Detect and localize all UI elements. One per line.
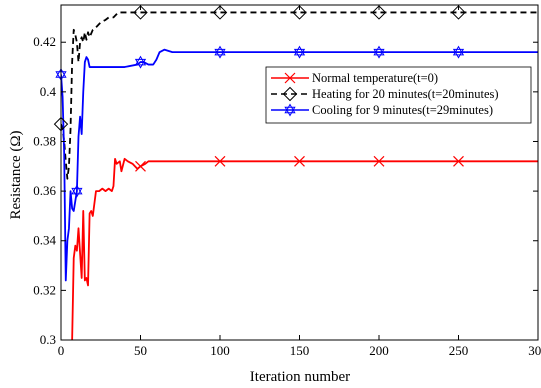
series-2-marker-3: [214, 45, 226, 59]
legend-marker-1: [282, 86, 298, 102]
series-2-marker-6: [452, 45, 465, 59]
series-1-marker-4: [371, 5, 387, 20]
y-tick-label: 0.36: [33, 183, 56, 198]
x-tick-label: 150: [290, 343, 310, 358]
series-1-marker-5: [451, 5, 466, 20]
series-0-marker-1: [214, 155, 226, 167]
y-tick-label: 0.42: [33, 34, 56, 49]
series-2-marker-4: [293, 45, 306, 59]
x-tick-label: 250: [449, 343, 469, 358]
plot-layer: [53, 5, 538, 340]
series-lines: [61, 11, 538, 340]
y-tick-label: 0.4: [40, 84, 57, 99]
series-line-0: [71, 157, 538, 340]
y-tick-label: 0.34: [33, 233, 56, 248]
series-2-marker-1: [71, 184, 83, 198]
series-line-1: [61, 11, 538, 180]
x-tick-label: 0: [58, 343, 65, 358]
y-tick-label: 0.32: [33, 282, 56, 297]
series-0-marker-2: [294, 155, 305, 167]
series-2-marker-5: [373, 45, 385, 59]
y-tick-label: 0.3: [40, 332, 56, 347]
series-0-marker-0: [135, 160, 146, 172]
series-0-marker-3: [373, 155, 385, 167]
y-tick-label: 0.38: [33, 133, 56, 148]
series-line-2: [61, 48, 538, 282]
x-axis-title: Iteration number: [250, 369, 350, 385]
legend-label-2: Cooling for 9 minutes(t=29minutes): [312, 103, 493, 117]
legend-marker-2: [284, 103, 296, 117]
x-tick-label: 100: [210, 343, 230, 358]
axes-layer: 0 50 100 150 200 250 300 0.3 0.32 0.34 0.36 0.38 0.4…: [33, 4, 541, 358]
legend-label-0: Normal temperature(t=0): [312, 71, 438, 85]
x-tick-label: 200: [369, 343, 389, 358]
series-1-marker-1: [133, 5, 148, 20]
legend: Normal temperature(t=0) Heating for 20 mi…: [265, 66, 532, 124]
legend-label-1: Heating for 20 minutes(t=20minutes): [312, 87, 499, 101]
series-2-marker-2: [134, 55, 147, 69]
series-0-marker-4: [453, 155, 464, 167]
series-1-marker-3: [292, 5, 307, 20]
series-1-marker-2: [212, 5, 228, 20]
x-tick-label: 300: [528, 343, 541, 358]
legend-marker-0: [284, 72, 296, 84]
legend-box: [265, 66, 532, 124]
y-axis-title: Resistance (Ω): [8, 130, 24, 219]
x-tick-label: 50: [134, 343, 147, 358]
